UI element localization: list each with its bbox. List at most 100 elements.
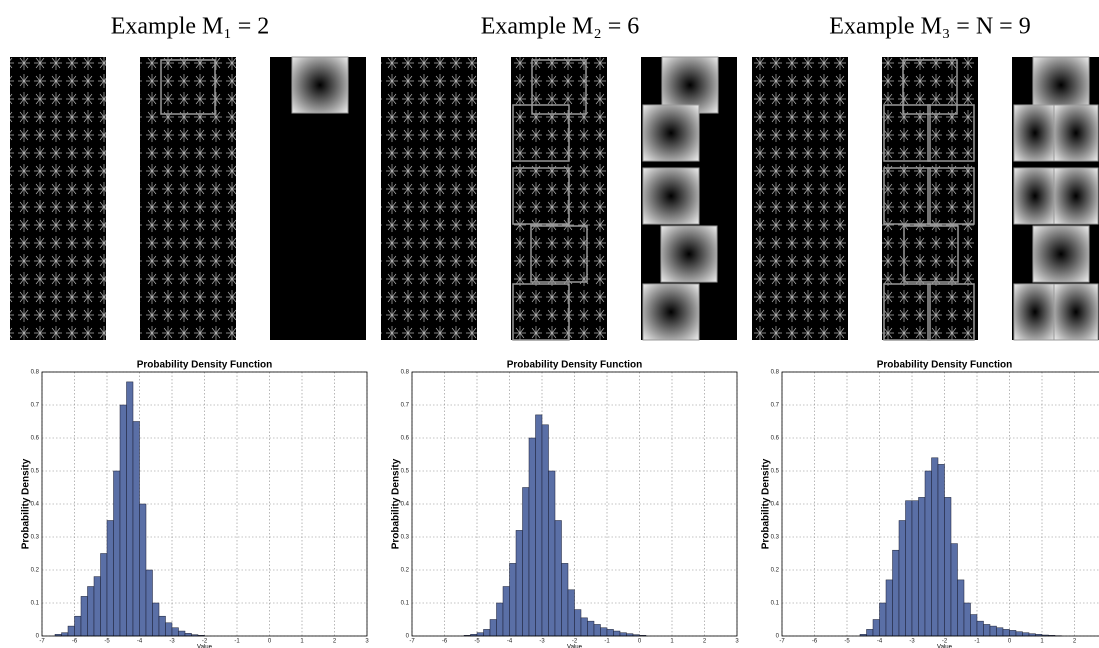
- chart-title: Probability Density Function: [507, 360, 643, 371]
- y-tick-label: 0.8: [771, 370, 780, 376]
- histogram-bar: [1015, 631, 1023, 637]
- x-tick-label: 0: [1008, 639, 1012, 645]
- histogram-bar: [165, 622, 173, 637]
- x-tick-label: -1: [974, 639, 980, 645]
- part-box: [883, 104, 931, 162]
- histogram-bar: [600, 627, 608, 637]
- histogram-bar: [1002, 629, 1010, 637]
- histogram-bar: [561, 563, 569, 637]
- mask-part: [1053, 167, 1099, 225]
- histogram-bar: [976, 620, 984, 637]
- histogram-bar: [606, 629, 614, 637]
- y-tick-label: 0: [406, 634, 410, 640]
- y-axis-label: Probability Density: [391, 458, 402, 549]
- histogram-bar: [113, 470, 121, 637]
- x-tick-label: -1: [604, 639, 610, 645]
- mask-part: [642, 283, 700, 341]
- histogram-bar: [911, 500, 919, 637]
- x-tick-label: 2: [333, 639, 337, 645]
- histogram-bar: [152, 602, 160, 637]
- histogram-bar: [944, 497, 952, 637]
- x-tick-label: -4: [137, 639, 143, 645]
- mask-part: [1013, 167, 1057, 225]
- histogram-bar: [67, 625, 75, 637]
- histogram-bar: [970, 614, 978, 637]
- part-box: [160, 59, 216, 115]
- histogram-bar: [937, 464, 945, 637]
- histogram-bar: [872, 619, 880, 637]
- part-box: [530, 225, 588, 283]
- histogram-bar: [61, 632, 69, 637]
- figure-title: Example M₂ = 6: [481, 14, 640, 40]
- mask-part: [1032, 56, 1090, 114]
- histogram-bar: [931, 457, 939, 637]
- histogram-bar: [509, 563, 517, 637]
- x-tick-label: -2: [572, 639, 578, 645]
- histogram-bar: [145, 569, 153, 637]
- mask-part: [1053, 283, 1099, 341]
- y-tick-label: 0.3: [401, 535, 410, 541]
- histogram-bar: [93, 576, 101, 637]
- histogram-bar: [158, 615, 166, 637]
- figure-title: Example M₃ = N = 9: [829, 14, 1030, 40]
- plot-frame: [41, 371, 368, 637]
- y-tick-label: 0.3: [771, 535, 780, 541]
- part-box: [927, 167, 975, 225]
- histogram-bar: [476, 632, 484, 637]
- mask-part: [1013, 104, 1057, 162]
- y-tick-label: 0.2: [771, 568, 780, 574]
- histogram-bar: [541, 424, 549, 637]
- plot-frame: [781, 371, 1099, 637]
- x-tick-label: -5: [844, 639, 850, 645]
- histogram-bar: [554, 520, 562, 637]
- y-tick-label: 0.1: [31, 601, 40, 607]
- histogram-bar: [587, 620, 595, 637]
- y-tick-label: 0.4: [401, 502, 410, 508]
- mask-part: [661, 56, 719, 114]
- histogram-bar: [1022, 632, 1030, 637]
- y-tick-label: 0.5: [401, 469, 410, 475]
- hog-image: [511, 57, 607, 340]
- x-tick-label: -5: [104, 639, 110, 645]
- x-tick-label: -3: [909, 639, 915, 645]
- x-tick-label: 2: [1073, 639, 1077, 645]
- histogram-bar: [106, 520, 114, 637]
- y-tick-label: 0.7: [771, 403, 780, 409]
- histogram-bar: [1009, 630, 1017, 637]
- y-tick-label: 0.1: [771, 601, 780, 607]
- y-tick-label: 0.4: [31, 502, 40, 508]
- y-axis-label: Probability Density: [761, 458, 772, 549]
- x-tick-label: -4: [507, 639, 513, 645]
- y-tick-label: 0.7: [401, 403, 410, 409]
- part-box: [512, 283, 570, 341]
- y-tick-label: 0.7: [31, 403, 40, 409]
- x-tick-label: -7: [409, 639, 415, 645]
- histogram-bar: [515, 530, 523, 637]
- histogram-bar: [924, 470, 932, 637]
- x-tick-label: 3: [735, 639, 739, 645]
- histogram-bar: [489, 619, 497, 637]
- histogram-bar: [119, 404, 127, 637]
- y-tick-label: 0.8: [31, 370, 40, 376]
- histogram-bar: [879, 602, 887, 637]
- mask-part: [1053, 104, 1099, 162]
- part-box: [903, 225, 959, 283]
- histogram-bar: [139, 503, 147, 637]
- histogram-bar: [100, 553, 108, 637]
- x-tick-label: 2: [703, 639, 707, 645]
- y-tick-label: 0.2: [31, 568, 40, 574]
- y-tick-label: 0: [776, 634, 780, 640]
- histogram-bar: [918, 497, 926, 637]
- histogram-bar: [989, 625, 997, 637]
- x-tick-label: -6: [812, 639, 818, 645]
- x-tick-label: -2: [942, 639, 948, 645]
- histogram-bar: [132, 421, 140, 637]
- hog-image: [752, 57, 848, 340]
- histogram-bar: [574, 609, 582, 637]
- mask-part: [1013, 283, 1057, 341]
- y-tick-label: 0.4: [771, 502, 780, 508]
- histogram-bar: [496, 602, 504, 637]
- figure-title: Example M₁ = 2: [111, 14, 270, 40]
- x-tick-label: -7: [39, 639, 45, 645]
